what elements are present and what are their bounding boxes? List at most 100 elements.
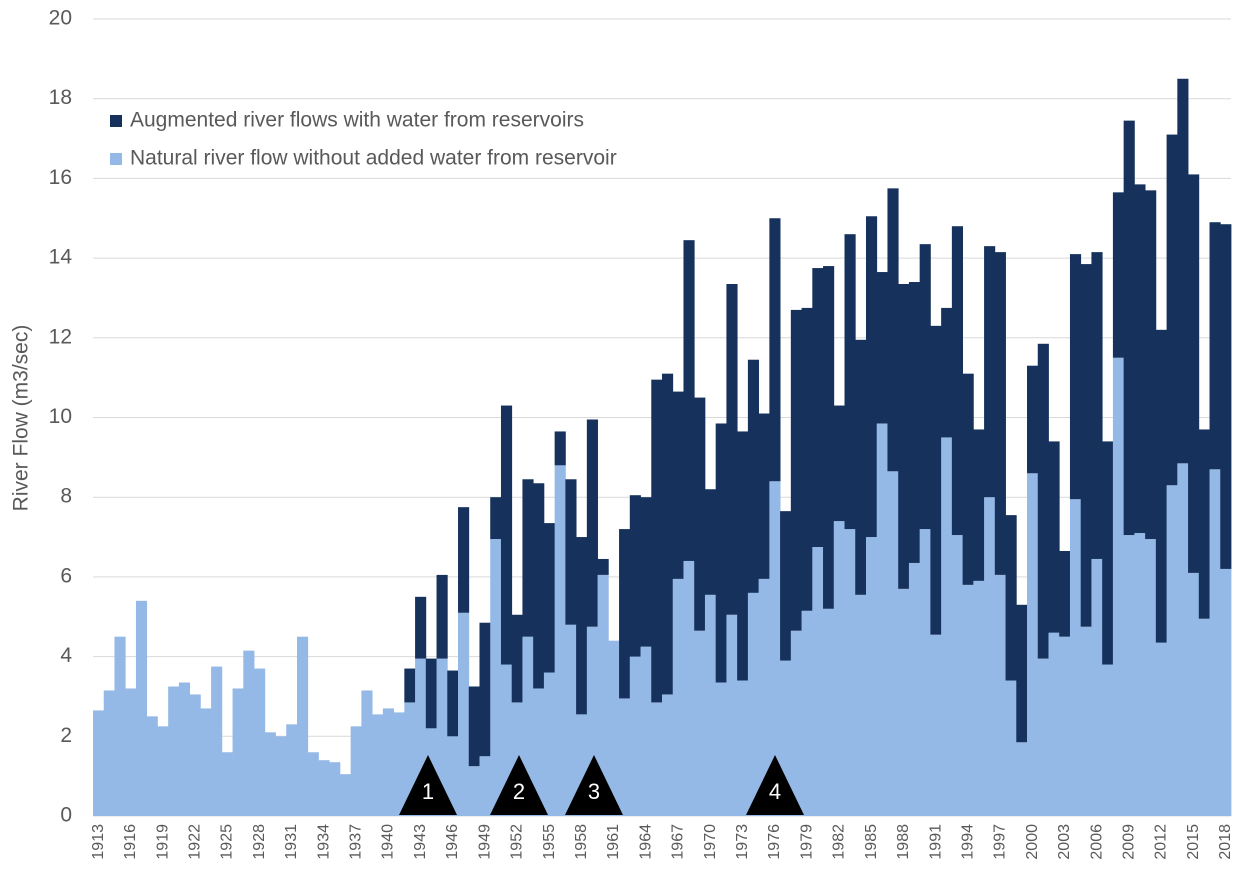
bar-segment bbox=[211, 666, 223, 816]
y-tick-label: 20 bbox=[49, 7, 72, 30]
x-tick-label: 2006 bbox=[1088, 824, 1105, 860]
y-tick-label: 14 bbox=[49, 246, 73, 269]
bar-segment bbox=[425, 658, 437, 729]
bar-segment bbox=[769, 481, 781, 816]
x-tick-label: 1931 bbox=[283, 824, 300, 860]
x-tick-label: 1997 bbox=[992, 824, 1009, 860]
bar-segment bbox=[758, 578, 770, 816]
bar-segment bbox=[941, 437, 953, 816]
bar-segment bbox=[962, 373, 974, 585]
annotation-marker bbox=[399, 755, 457, 815]
bar-segment bbox=[823, 266, 835, 609]
legend-label: Augmented river flows with water from re… bbox=[130, 109, 584, 132]
bar-segment bbox=[254, 668, 266, 816]
y-tick-label: 16 bbox=[49, 166, 72, 189]
bar-segment bbox=[715, 423, 727, 683]
bar-segment bbox=[1145, 539, 1157, 816]
bar-segment bbox=[125, 688, 137, 816]
bar-segment bbox=[479, 622, 491, 757]
x-tick-label: 1958 bbox=[573, 824, 590, 860]
bar-segment bbox=[1177, 78, 1189, 464]
x-tick-label: 1973 bbox=[734, 824, 751, 860]
annotation-label: 2 bbox=[513, 779, 525, 804]
bar-segment bbox=[243, 650, 255, 816]
bar-segment bbox=[908, 282, 921, 563]
bar-segment bbox=[801, 610, 813, 816]
bar-segment bbox=[1220, 568, 1232, 816]
x-tick-label: 1952 bbox=[509, 824, 526, 860]
bar-segment bbox=[780, 511, 792, 661]
x-tick-label: 2000 bbox=[1024, 824, 1041, 860]
bar-segment bbox=[1166, 134, 1178, 486]
x-tick-label: 1949 bbox=[476, 824, 493, 860]
bar-segment bbox=[1069, 254, 1082, 500]
bar-segment bbox=[1027, 473, 1039, 816]
bar-segment bbox=[683, 560, 695, 816]
bar-segment bbox=[565, 624, 577, 816]
bar-segment bbox=[1037, 658, 1049, 816]
bar-segment bbox=[339, 774, 352, 816]
bar-segment bbox=[984, 497, 996, 816]
bar-segment bbox=[865, 537, 878, 816]
y-tick-label: 6 bbox=[60, 564, 72, 587]
bar-segment bbox=[1005, 515, 1017, 681]
bar-segment bbox=[597, 574, 609, 816]
x-tick-label: 1934 bbox=[315, 824, 332, 860]
bar-segment bbox=[221, 752, 233, 816]
bar-segment bbox=[296, 636, 309, 816]
bar-segment bbox=[597, 558, 609, 575]
bar-segment bbox=[275, 736, 287, 816]
legend-label: Natural river flow without added water f… bbox=[130, 147, 617, 170]
bar-segment bbox=[930, 634, 942, 816]
x-tick-label: 2012 bbox=[1153, 824, 1170, 860]
bar-segment bbox=[404, 702, 416, 816]
bar-segment bbox=[951, 535, 964, 816]
bar-segment bbox=[1123, 120, 1135, 536]
annotation-label: 3 bbox=[588, 779, 600, 804]
bar-segment bbox=[543, 672, 556, 816]
bar-segment bbox=[1080, 626, 1092, 816]
bar-segment bbox=[1198, 429, 1210, 619]
annotation-marker bbox=[746, 755, 804, 815]
x-tick-label: 1976 bbox=[766, 824, 783, 860]
bar-segment bbox=[565, 479, 577, 625]
bar-segment bbox=[1209, 222, 1221, 470]
y-tick-label: 8 bbox=[60, 485, 72, 508]
bar-segment bbox=[200, 708, 212, 816]
bar-segment bbox=[973, 429, 985, 581]
bar-segment bbox=[479, 756, 491, 816]
x-tick-label: 1979 bbox=[798, 824, 815, 860]
bar-segment bbox=[898, 284, 910, 589]
bar-segment bbox=[533, 688, 545, 816]
bar-segment bbox=[672, 391, 684, 579]
bar-segment bbox=[994, 574, 1006, 816]
bar-segment bbox=[447, 736, 459, 816]
bar-segment bbox=[769, 218, 781, 482]
x-tick-label: 1991 bbox=[927, 824, 944, 860]
bar-segment bbox=[586, 419, 598, 627]
bar-segment bbox=[1005, 680, 1017, 816]
bar-segment bbox=[662, 694, 674, 816]
y-axis-label: River Flow (m3/sec) bbox=[10, 325, 33, 512]
bar-segment bbox=[855, 339, 867, 595]
bar-segment bbox=[490, 497, 502, 540]
y-tick-label: 0 bbox=[60, 804, 72, 827]
bar-segment bbox=[318, 760, 330, 816]
bar-segment bbox=[500, 405, 513, 665]
bar-segment bbox=[533, 483, 545, 689]
bar-segment bbox=[941, 307, 953, 438]
bar-segment bbox=[919, 244, 931, 530]
y-tick-label: 18 bbox=[49, 86, 72, 109]
bar-segment bbox=[103, 690, 115, 816]
bar-segment bbox=[1102, 441, 1114, 665]
bar-segment bbox=[511, 614, 523, 703]
bar-segment bbox=[747, 592, 760, 816]
bar-segment bbox=[801, 307, 813, 611]
bar-segment bbox=[608, 640, 620, 816]
bar-segment bbox=[586, 626, 598, 816]
bar-segment bbox=[812, 547, 824, 816]
bar-segment bbox=[329, 762, 341, 816]
bar-segment bbox=[393, 712, 405, 816]
bar-segment bbox=[264, 732, 276, 816]
legend-swatch bbox=[110, 115, 122, 127]
